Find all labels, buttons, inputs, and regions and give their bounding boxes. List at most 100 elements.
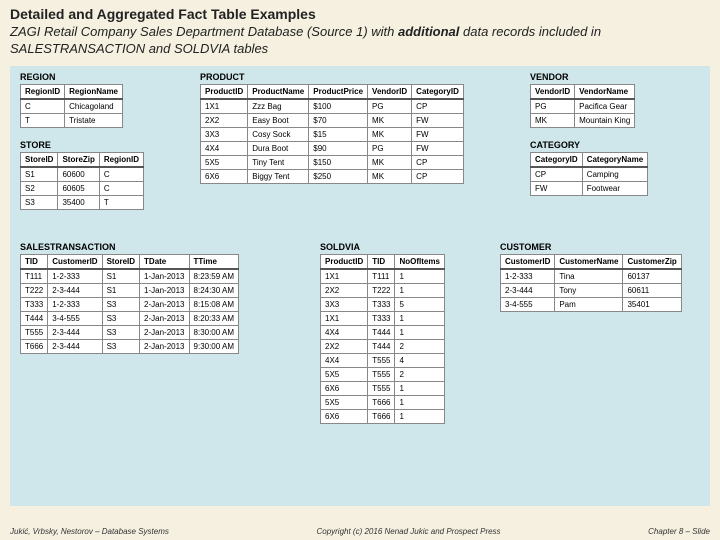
table-cell: T — [99, 195, 143, 209]
table-row: S260605C — [21, 181, 144, 195]
table-category: CATEGORYCategoryIDCategoryNameCPCampingF… — [530, 140, 648, 196]
table-cell: 2-3-444 — [501, 283, 555, 297]
table-cell: 2 — [395, 339, 444, 353]
column-header: CategoryName — [582, 152, 647, 167]
table-cell: MK — [368, 169, 412, 183]
table-cell: 6X6 — [321, 381, 368, 395]
column-header: StoreZip — [58, 152, 99, 167]
data-table: CategoryIDCategoryNameCPCampingFWFootwea… — [530, 152, 648, 196]
table-cell: T555 — [368, 381, 395, 395]
table-cell: S3 — [102, 325, 139, 339]
table-cell: Easy Boot — [248, 113, 309, 127]
table-row: T1111-2-333S11-Jan-20138:23:59 AM — [21, 269, 239, 284]
table-cell: T666 — [21, 339, 48, 353]
table-cell: CP — [531, 167, 583, 182]
table-cell: T333 — [368, 297, 395, 311]
table-cell: 3X3 — [321, 297, 368, 311]
table-row: CPCamping — [531, 167, 648, 182]
table-cell: CP — [412, 99, 464, 114]
table-cell: 1 — [395, 325, 444, 339]
table-cell: 1-Jan-2013 — [140, 283, 189, 297]
table-cell: Pam — [555, 297, 623, 311]
table-cell: MK — [531, 113, 575, 127]
table-cell: T222 — [368, 283, 395, 297]
table-cell: Pacifica Gear — [575, 99, 635, 114]
table-cell: PG — [368, 141, 412, 155]
table-cell: Zzz Bag — [248, 99, 309, 114]
table-cell: S3 — [102, 297, 139, 311]
table-cell: FW — [531, 181, 583, 195]
table-cell: Footwear — [582, 181, 647, 195]
table-cell: 5 — [395, 297, 444, 311]
table-title: SOLDVIA — [320, 242, 445, 252]
slide-subtitle: ZAGI Retail Company Sales Department Dat… — [10, 24, 710, 58]
table-row: 1X1T1111 — [321, 269, 445, 284]
table-cell: 5X5 — [321, 367, 368, 381]
column-header: StoreID — [21, 152, 58, 167]
table-cell: C — [21, 99, 65, 114]
table-cell: Tristate — [65, 113, 123, 127]
table-row: 6X6T5551 — [321, 381, 445, 395]
column-header: RegionID — [21, 84, 65, 99]
table-cell: 5X5 — [321, 395, 368, 409]
table-cell: T444 — [368, 339, 395, 353]
table-cell: 2X2 — [321, 339, 368, 353]
column-header: CustomerZip — [623, 254, 681, 269]
table-title: CUSTOMER — [500, 242, 682, 252]
column-header: ProductID — [321, 254, 368, 269]
slide-title: Detailed and Aggregated Fact Table Examp… — [10, 6, 710, 22]
table-cell: 1 — [395, 409, 444, 423]
table-title: VENDOR — [530, 72, 635, 82]
table-cell: $15 — [309, 127, 368, 141]
table-row: 3X3Cosy Sock$15MKFW — [201, 127, 464, 141]
data-table: ProductIDTIDNoOfItems1X1T11112X2T22213X3… — [320, 254, 445, 424]
slide-header: Detailed and Aggregated Fact Table Examp… — [0, 0, 720, 62]
table-cell: T555 — [368, 367, 395, 381]
table-product: PRODUCTProductIDProductNameProductPriceV… — [200, 72, 464, 184]
table-cell: S1 — [102, 283, 139, 297]
table-cell: 4X4 — [321, 353, 368, 367]
table-cell: CP — [412, 169, 464, 183]
table-cell: 6X6 — [201, 169, 248, 183]
table-cell: 1X1 — [321, 311, 368, 325]
table-cell: 1X1 — [201, 99, 248, 114]
table-cell: 9:30:00 AM — [189, 339, 238, 353]
data-table: ProductIDProductNameProductPriceVendorID… — [200, 84, 464, 184]
column-header: TTime — [189, 254, 238, 269]
table-cell: CP — [412, 155, 464, 169]
column-header: VendorID — [368, 84, 412, 99]
table-row: T4443-4-555S32-Jan-20138:20:33 AM — [21, 311, 239, 325]
column-header: TID — [21, 254, 48, 269]
table-cell: Tiny Tent — [248, 155, 309, 169]
table-cell: 2-3-444 — [48, 283, 102, 297]
table-cell: S3 — [102, 339, 139, 353]
table-cell: 1-2-333 — [501, 269, 555, 284]
table-cell: 60605 — [58, 181, 99, 195]
column-header: RegionName — [65, 84, 123, 99]
table-cell: 35401 — [623, 297, 681, 311]
table-cell: 4X4 — [201, 141, 248, 155]
table-title: STORE — [20, 140, 144, 150]
table-cell: 2-Jan-2013 — [140, 325, 189, 339]
table-cell: 8:30:00 AM — [189, 325, 238, 339]
column-header: ProductName — [248, 84, 309, 99]
table-cell: T222 — [21, 283, 48, 297]
table-cell: $150 — [309, 155, 368, 169]
table-cell: T444 — [368, 325, 395, 339]
table-cell: 8:23:59 AM — [189, 269, 238, 284]
table-row: 6X6Biggy Tent$250MKCP — [201, 169, 464, 183]
table-cell: FW — [412, 113, 464, 127]
table-row: T5552-3-444S32-Jan-20138:30:00 AM — [21, 325, 239, 339]
table-region: REGIONRegionIDRegionNameCChicagolandTTri… — [20, 72, 123, 128]
column-header: TID — [368, 254, 395, 269]
table-cell: PG — [531, 99, 575, 114]
table-row: 2X2T4442 — [321, 339, 445, 353]
table-cell: FW — [412, 141, 464, 155]
column-header: VendorName — [575, 84, 635, 99]
schema-panel: REGIONRegionIDRegionNameCChicagolandTTri… — [10, 66, 710, 506]
table-cell: T111 — [21, 269, 48, 284]
table-cell: 1 — [395, 381, 444, 395]
table-row: 1-2-333Tina60137 — [501, 269, 682, 284]
table-cell: 1 — [395, 283, 444, 297]
table-cell: 1-2-333 — [48, 269, 102, 284]
